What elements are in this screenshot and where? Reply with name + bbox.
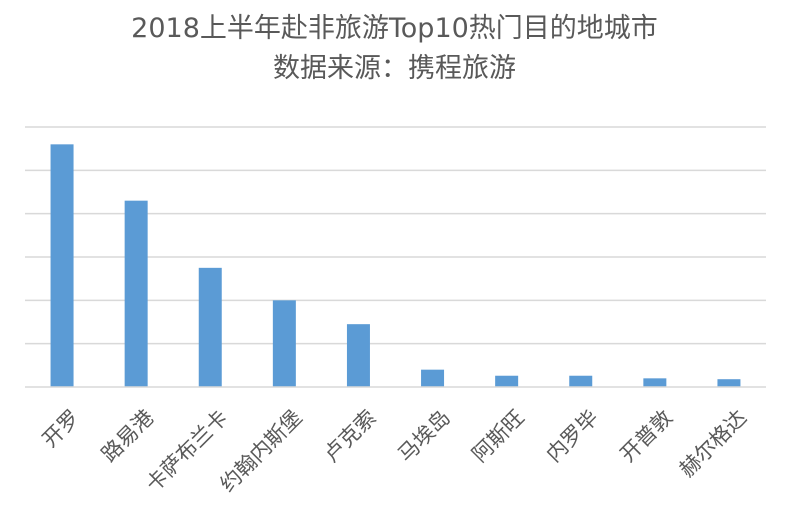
x-tick-label: 开罗	[38, 405, 85, 452]
chart-subtitle: 数据来源：携程旅游	[273, 53, 516, 84]
bar	[421, 369, 445, 387]
x-tick-label: 阿斯旺	[467, 405, 529, 467]
x-tick-label: 内罗毕	[542, 405, 604, 467]
bar	[717, 379, 741, 387]
chart-title: 2018上半年赴非旅游Top10热门目的地城市	[131, 13, 658, 44]
bar	[50, 144, 74, 387]
bar	[643, 378, 667, 387]
bar	[124, 200, 148, 387]
x-tick-label: 开普敦	[616, 405, 678, 467]
x-tick-label: 路易港	[97, 405, 159, 467]
bar	[569, 375, 593, 387]
bar	[198, 267, 222, 387]
bar	[346, 324, 370, 387]
x-tick-label: 马埃岛	[393, 405, 455, 467]
bar	[272, 300, 296, 387]
x-tick-label: 赫尔格达	[675, 405, 751, 481]
x-tick-label: 卢克索	[319, 405, 381, 467]
bar	[495, 375, 519, 387]
